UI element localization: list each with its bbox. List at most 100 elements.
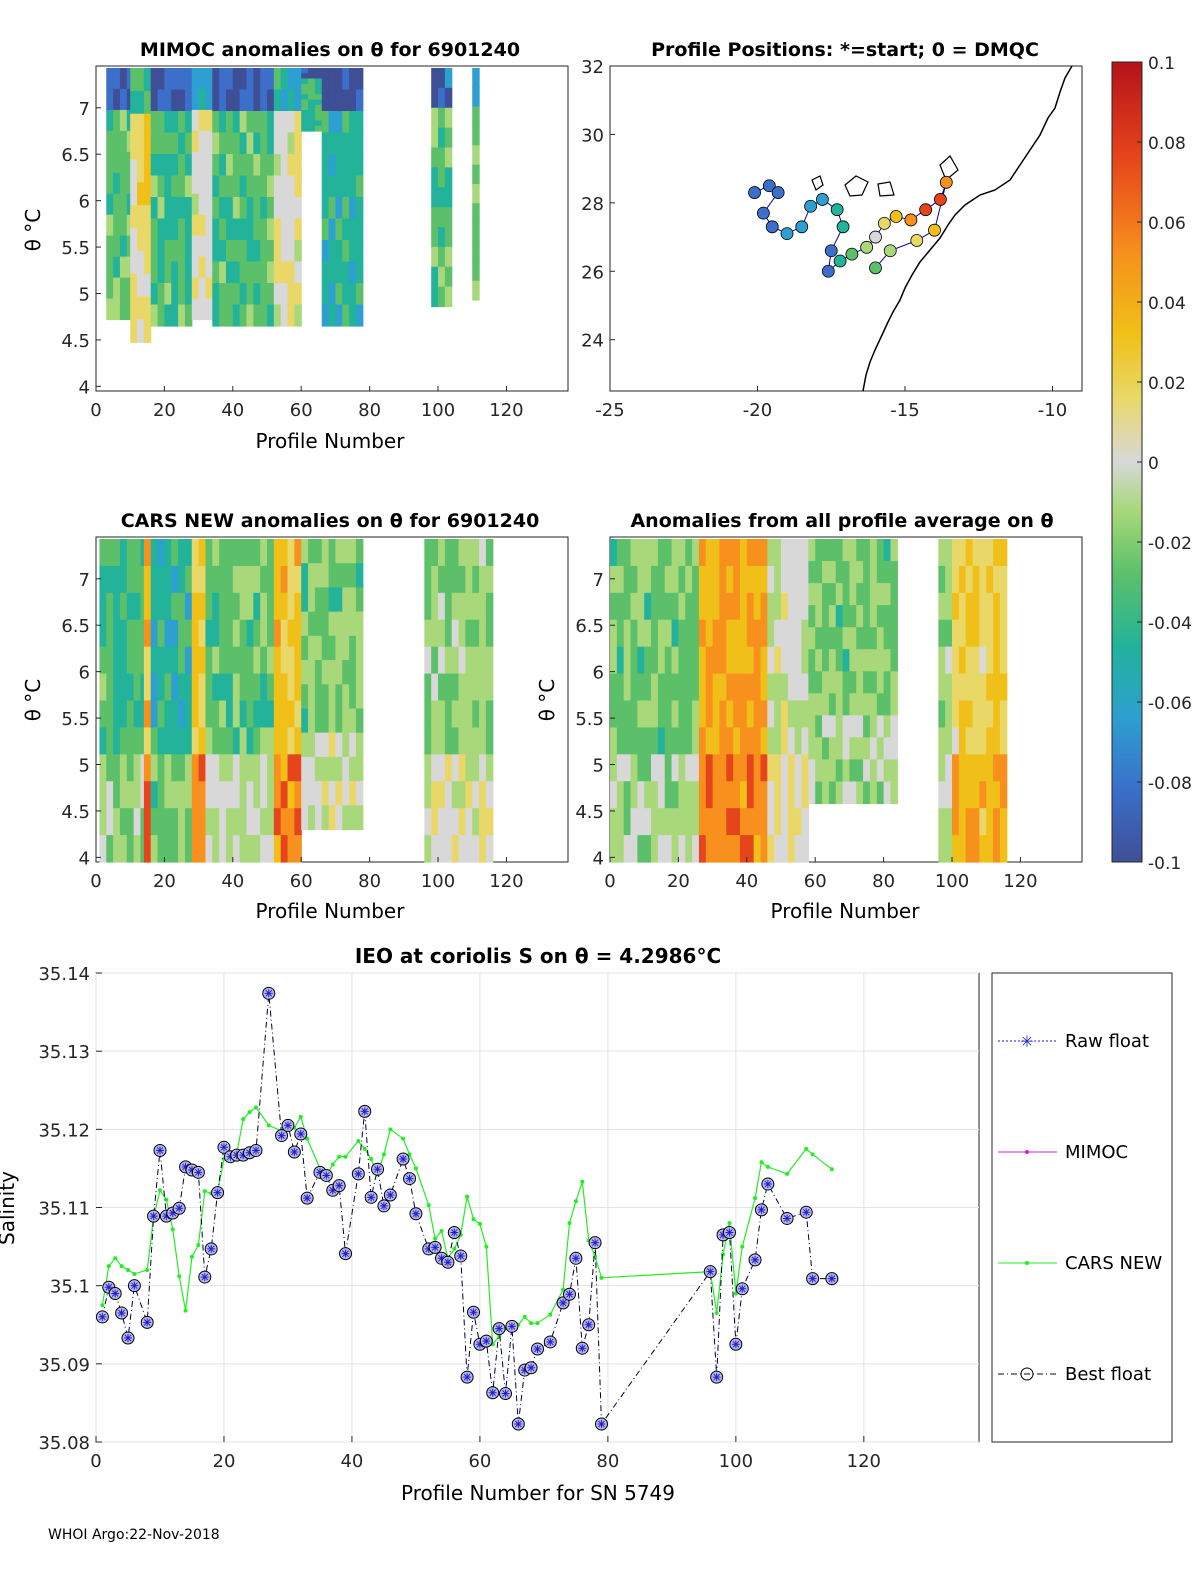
raw-float-point	[328, 1186, 337, 1195]
cars-heat-cell	[444, 754, 453, 782]
raw-float-point	[533, 1344, 542, 1353]
avg-heat-cell	[692, 754, 700, 782]
avg-heat-cell	[876, 605, 885, 628]
avg-heat-cell	[972, 646, 980, 675]
avg-heat-cell	[657, 646, 666, 675]
mimoc-heat-cell	[321, 175, 330, 198]
avg-heat-cell	[787, 539, 796, 567]
mimoc-heat-cell	[328, 283, 337, 306]
avg-heat-cell	[876, 649, 885, 672]
avg-heat-cell	[890, 627, 898, 650]
salinity-ytick-label: 35.09	[38, 1355, 90, 1376]
raw-float-point	[501, 1389, 510, 1398]
cars-heat-cell	[431, 673, 439, 702]
mimoc-heat-cell	[225, 218, 234, 241]
raw-float-point	[405, 1174, 414, 1183]
cars-heat-cell	[198, 673, 207, 702]
avg-heat-cell	[698, 781, 707, 809]
cars-heat-cell	[424, 727, 432, 755]
panel-mimoc: MIMOC anomalies on θ for 6901240 Profile…	[21, 39, 569, 453]
cars-heat-cell	[99, 781, 107, 809]
avg-heat-cell	[623, 808, 632, 836]
cars-heat-cell	[342, 539, 350, 564]
avg-heat-cell	[671, 754, 680, 782]
cars-heat-cell	[349, 611, 357, 637]
avg-heat-cell	[828, 561, 837, 584]
mimoc-heat-cell	[184, 261, 193, 284]
avg-heat-cell	[883, 561, 892, 584]
avg-heat-cell	[869, 539, 878, 562]
avg-heat-cell	[787, 754, 796, 782]
avg-heat-cell	[712, 619, 721, 648]
cars-heat-cell	[280, 808, 289, 836]
avg-heat-cell	[856, 715, 864, 738]
avg-heat-cell	[856, 693, 864, 716]
avg-heat-cell	[712, 781, 721, 809]
cars-heat-cell	[267, 700, 275, 729]
mimoc-heat-cell	[355, 240, 364, 263]
cars-heat-cell	[444, 835, 453, 863]
cars-heat-cell	[106, 673, 114, 702]
avg-heat-cell	[863, 539, 871, 562]
cars-heat-cell	[150, 619, 159, 648]
avg-heat-cell	[979, 673, 987, 702]
avg-heat-cell	[979, 754, 987, 782]
cars-heat-cell	[280, 700, 289, 729]
cars-new-point	[113, 1256, 118, 1261]
mimoc-heat-cell	[349, 197, 357, 220]
cars-heat-cell	[287, 754, 295, 782]
avg-heat-cell	[794, 700, 803, 729]
mimoc-heat-cell	[273, 154, 282, 177]
mimoc-heat-cell	[280, 240, 289, 263]
cars-heat-cell	[178, 619, 186, 648]
avg-heat-cell	[965, 565, 974, 594]
avg-heat-cell	[685, 565, 693, 594]
panel-allavg: Anomalies from all profile average on θ …	[535, 510, 1083, 923]
avg-heat-cell	[610, 700, 618, 729]
avg-heat-cell	[630, 673, 638, 702]
avg-heat-cell	[890, 693, 898, 716]
mimoc-heat-cell	[472, 242, 480, 262]
mimoc-heat-cell	[321, 304, 330, 327]
cars-heat-cell	[246, 808, 254, 836]
avg-heat-cell	[801, 565, 809, 594]
mimoc-heat-cell	[335, 197, 343, 220]
avg-heat-cell	[979, 619, 987, 648]
mimoc-heat-cell	[328, 261, 337, 284]
mimoc-heat-cell	[472, 164, 480, 185]
cars-heat-cell	[260, 646, 268, 675]
mimoc-heat-cell	[301, 68, 309, 74]
raw-float-point	[322, 1171, 331, 1180]
cars-heat-cell	[321, 660, 330, 685]
avg-heat-cell	[822, 539, 830, 562]
cars-heat-cell	[126, 835, 135, 863]
cars-heat-cell	[106, 727, 114, 755]
avg-heat-cell	[979, 781, 987, 809]
avg-heat-cell	[993, 619, 1001, 648]
cars-xtick-label: 40	[221, 871, 244, 892]
cars-heat-cell	[205, 700, 213, 729]
avg-heat-cell	[644, 619, 652, 648]
avg-heat-cell	[671, 619, 680, 648]
mimoc-heat-cell	[219, 154, 227, 177]
cars-new-point	[183, 1308, 188, 1313]
mimoc-heat-cell	[314, 89, 323, 95]
avg-ytick-label: 6.5	[575, 616, 604, 637]
avg-heat-cell	[958, 646, 967, 675]
cars-heat-cell	[99, 619, 107, 648]
avg-heat-cell	[808, 539, 816, 562]
avg-heat-cell	[753, 700, 762, 729]
avg-heat-cell	[822, 781, 830, 805]
cars-heat-cell	[164, 727, 172, 755]
avg-heat-cell	[993, 808, 1001, 836]
cars-heat-cell	[157, 619, 166, 648]
raw-float-point	[175, 1204, 184, 1213]
allavg-ylabel: θ °C	[535, 679, 559, 722]
avg-heat-cell	[938, 808, 946, 836]
avg-heat-cell	[644, 700, 652, 729]
avg-heat-cell	[767, 754, 775, 782]
legend-item-raw: ✳ Raw float	[998, 1031, 1149, 1052]
cars-heat-cell	[485, 754, 494, 782]
profile-position	[928, 223, 941, 237]
cars-new-point	[196, 1243, 201, 1248]
